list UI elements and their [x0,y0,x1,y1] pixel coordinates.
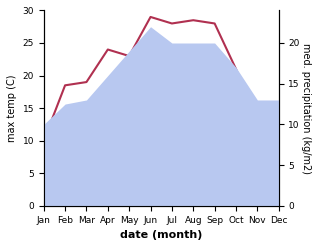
X-axis label: date (month): date (month) [120,230,203,240]
Y-axis label: max temp (C): max temp (C) [7,74,17,142]
Y-axis label: med. precipitation (kg/m2): med. precipitation (kg/m2) [301,43,311,174]
